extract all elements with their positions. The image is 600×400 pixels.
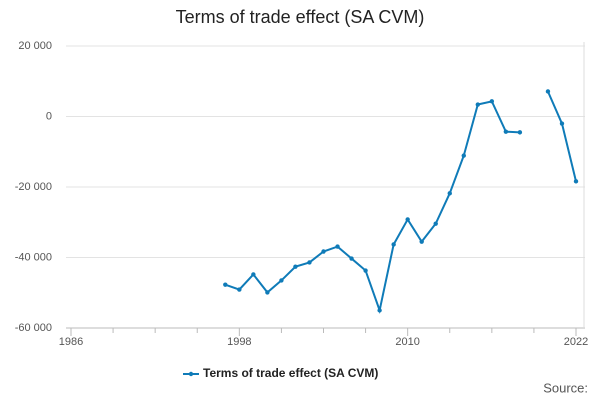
y-tick-label: -60 000 [15, 322, 52, 334]
point [517, 130, 523, 135]
point [335, 244, 340, 249]
line [224, 91, 577, 315]
point [223, 282, 228, 287]
y-tick-label: -40 000 [15, 251, 52, 263]
x-tick-label: 2010 [395, 336, 419, 348]
point [237, 287, 242, 292]
y-tick-label: 20 000 [18, 40, 52, 52]
y-tick-label: 0 [46, 110, 52, 122]
point [377, 308, 382, 313]
point [433, 221, 438, 226]
point [419, 239, 424, 244]
point [559, 121, 565, 126]
point [321, 249, 326, 254]
point [573, 179, 579, 184]
source: Source: [543, 380, 588, 395]
point [265, 290, 270, 295]
x-tick-label: 1998 [227, 336, 251, 348]
point [363, 268, 368, 273]
point [391, 242, 396, 247]
point [307, 260, 312, 265]
point [489, 99, 495, 104]
x-tick-label: 1986 [59, 336, 83, 348]
point [349, 256, 354, 261]
point [475, 102, 481, 107]
point [251, 272, 256, 277]
point [447, 191, 452, 196]
point [461, 153, 466, 158]
x-tick-label: 2022 [564, 336, 588, 348]
y-tick-label: -20 000 [15, 181, 52, 193]
point [545, 89, 551, 94]
point [405, 217, 410, 222]
legend-label: Terms of trade effect (SA CVM) [203, 366, 378, 380]
point [503, 129, 509, 134]
point [279, 278, 284, 283]
legend-marker [188, 371, 194, 377]
point [293, 264, 298, 269]
chart-title: Terms of trade effect (SA CVM) [176, 7, 425, 27]
